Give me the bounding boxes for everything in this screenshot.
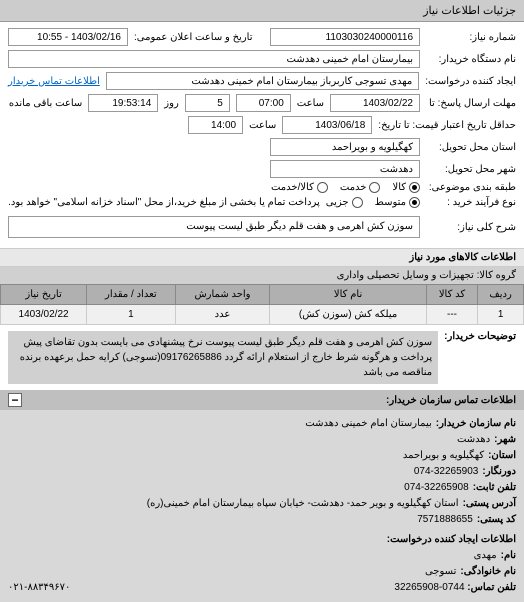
validity-date-field: 1403/06/18 bbox=[282, 116, 372, 134]
td-unit: عدد bbox=[175, 305, 270, 325]
contact-name-label: نام: bbox=[501, 548, 516, 564]
creator-label: ایجاد کننده درخواست: bbox=[425, 76, 516, 87]
contact-tel-label: تلفن تماس: bbox=[467, 582, 516, 593]
radio-small-icon bbox=[352, 197, 363, 208]
response-date-field: 1403/02/22 bbox=[330, 94, 420, 112]
contact-name: مهدی bbox=[474, 548, 497, 564]
th-code: کد کالا bbox=[426, 285, 477, 305]
buyer-org-field: بیمارستان امام خمینی دهدشت bbox=[8, 50, 420, 68]
td-qty: 1 bbox=[87, 305, 175, 325]
contact-header: اطلاعات تماس سازمان خریدار: − bbox=[0, 390, 524, 410]
class-radio-group: کالا خدمت کالا/خدمت bbox=[271, 182, 420, 193]
validity-time-field: 14:00 bbox=[188, 116, 243, 134]
response-until-label: مهلت ارسال پاسخ: تا bbox=[426, 98, 516, 109]
radio-kala-icon bbox=[409, 182, 420, 193]
contact-address: استان کهگیلویه و بویر حمد- دهدشت- خیابان… bbox=[147, 496, 459, 512]
contact-city: دهدشت bbox=[457, 432, 490, 448]
need-desc-field: سوزن کش اهرمی و هفت قلم دیگر طبق لیست پی… bbox=[8, 216, 420, 238]
category-label: گروه کالا: bbox=[477, 270, 516, 281]
contact-fax: 074-32265903 bbox=[414, 464, 479, 480]
contact-province: کهگیلویه و بویراحمد bbox=[403, 448, 484, 464]
contact-province-label: استان: bbox=[488, 448, 516, 464]
notes-row: توضیحات خریدار: سوزن کش اهرمی و هفت قلم … bbox=[0, 325, 524, 390]
table-row[interactable]: 1 --- میلکه کش (سوزن کش) عدد 1 1403/02/2… bbox=[1, 305, 524, 325]
validity-time-label: ساعت bbox=[249, 120, 276, 131]
items-table: ردیف کد کالا نام کالا واحد شمارش تعداد /… bbox=[0, 284, 524, 325]
radio-khadmat[interactable]: خدمت bbox=[340, 182, 381, 193]
buyer-org-label: نام دستگاه خریدار: bbox=[426, 54, 516, 65]
radio-khadmat-label: خدمت bbox=[340, 182, 367, 193]
city-label: شهر محل تحویل: bbox=[426, 164, 516, 175]
th-unit: واحد شمارش bbox=[175, 285, 270, 305]
creator-section-label: اطلاعات ایجاد کننده درخواست: bbox=[387, 532, 516, 548]
details-header: جزئیات اطلاعات نیاز bbox=[0, 0, 524, 22]
th-date: تاریخ نیاز bbox=[1, 285, 87, 305]
response-time-field: 07:00 bbox=[236, 94, 291, 112]
remain-field: 19:53:14 bbox=[88, 94, 158, 112]
th-row: ردیف bbox=[478, 285, 524, 305]
contact-fax-label: دورنگار: bbox=[482, 464, 516, 480]
radio-mid[interactable]: متوسط bbox=[375, 197, 420, 208]
purchase-type-label: نوع فرآیند خرید : bbox=[426, 197, 516, 208]
contact-postal-label: کد پستی: bbox=[477, 512, 516, 528]
radio-small[interactable]: جزیی bbox=[326, 197, 363, 208]
th-name: نام کالا bbox=[270, 285, 426, 305]
category-value: تجهیزات و وسایل تحصیلی واداری bbox=[337, 270, 474, 281]
contact-phone-label: تلفن ثابت: bbox=[473, 480, 516, 496]
td-row: 1 bbox=[478, 305, 524, 325]
contact-body: نام سازمان خریدار: بیمارستان امام خمینی … bbox=[0, 410, 524, 602]
td-date: 1403/02/22 bbox=[1, 305, 87, 325]
th-qty: تعداد / مقدار bbox=[87, 285, 175, 305]
contact-postal: 7571888655 bbox=[417, 512, 473, 528]
days-label: روز bbox=[164, 98, 179, 109]
contact-lastname-label: نام خانوادگی: bbox=[460, 564, 516, 580]
table-header-row: ردیف کد کالا نام کالا واحد شمارش تعداد /… bbox=[1, 285, 524, 305]
request-no-field: 1103030240000116 bbox=[270, 28, 420, 46]
footer-phone: ۰۲۱-۸۸۳۴۹۶۷۰ bbox=[8, 580, 70, 596]
contact-city-label: شهر: bbox=[494, 432, 516, 448]
radio-mid-label: متوسط bbox=[375, 197, 406, 208]
radio-both-icon bbox=[317, 182, 328, 193]
contact-link[interactable]: اطلاعات تماس خریدار bbox=[8, 76, 100, 87]
validity-label: حداقل تاریخ اعتبار قیمت: تا تاریخ: bbox=[378, 120, 516, 131]
class-label: طبقه بندی موضوعی: bbox=[426, 182, 516, 193]
radio-small-label: جزیی bbox=[326, 197, 349, 208]
contact-tel: 0744-32265908 bbox=[394, 582, 464, 593]
purchase-radio-group: متوسط جزیی bbox=[326, 197, 420, 208]
days-field: 5 bbox=[185, 94, 230, 112]
radio-mid-icon bbox=[409, 197, 420, 208]
header-title: جزئیات اطلاعات نیاز bbox=[423, 5, 516, 17]
purchase-note: پرداخت تمام یا بخشی از مبلغ خرید،از محل … bbox=[8, 197, 320, 208]
contact-org: بیمارستان امام خمینی دهدشت bbox=[305, 416, 431, 432]
notes-label: توضیحات خریدار: bbox=[444, 331, 516, 384]
need-desc-label: شرح کلی نیاز: bbox=[426, 222, 516, 233]
contact-address-label: آدرس پستی: bbox=[463, 496, 516, 512]
contact-org-label: نام سازمان خریدار: bbox=[436, 416, 516, 432]
radio-kala-label: کالا bbox=[392, 182, 406, 193]
contact-phone: 074-32265908 bbox=[404, 480, 469, 496]
items-section-title: اطلاعات کالاهای مورد نیاز bbox=[0, 248, 524, 267]
td-code: --- bbox=[426, 305, 477, 325]
contact-lastname: تسوجی bbox=[425, 564, 456, 580]
td-name: میلکه کش (سوزن کش) bbox=[270, 305, 426, 325]
response-time-label: ساعت bbox=[297, 98, 324, 109]
announce-label: تاریخ و ساعت اعلان عمومی: bbox=[134, 32, 253, 43]
radio-kala[interactable]: کالا bbox=[392, 182, 420, 193]
province-label: استان محل تحویل: bbox=[426, 142, 516, 153]
city-field: دهدشت bbox=[270, 160, 420, 178]
notes-text: سوزن کش اهرمی و هفت قلم دیگر طبق لیست پی… bbox=[8, 331, 438, 384]
creator-field: مهدی تسوجی کاربرباز بیمارستان امام خمینی… bbox=[106, 72, 419, 90]
announce-field: 1403/02/16 - 10:55 bbox=[8, 28, 128, 46]
request-no-label: شماره نیاز: bbox=[426, 32, 516, 43]
radio-both-label: کالا/خدمت bbox=[271, 182, 314, 193]
form-section: شماره نیاز: 1103030240000116 تاریخ و ساع… bbox=[0, 22, 524, 248]
contact-header-title: اطلاعات تماس سازمان خریدار: bbox=[386, 395, 516, 406]
radio-khadmat-icon bbox=[369, 182, 380, 193]
radio-both[interactable]: کالا/خدمت bbox=[271, 182, 328, 193]
collapse-icon[interactable]: − bbox=[8, 393, 22, 407]
remain-label: ساعت باقی مانده bbox=[9, 98, 82, 109]
category-bar: گروه کالا: تجهیزات و وسایل تحصیلی واداری bbox=[0, 267, 524, 284]
province-field: کهگیلویه و بویراحمد bbox=[270, 138, 420, 156]
